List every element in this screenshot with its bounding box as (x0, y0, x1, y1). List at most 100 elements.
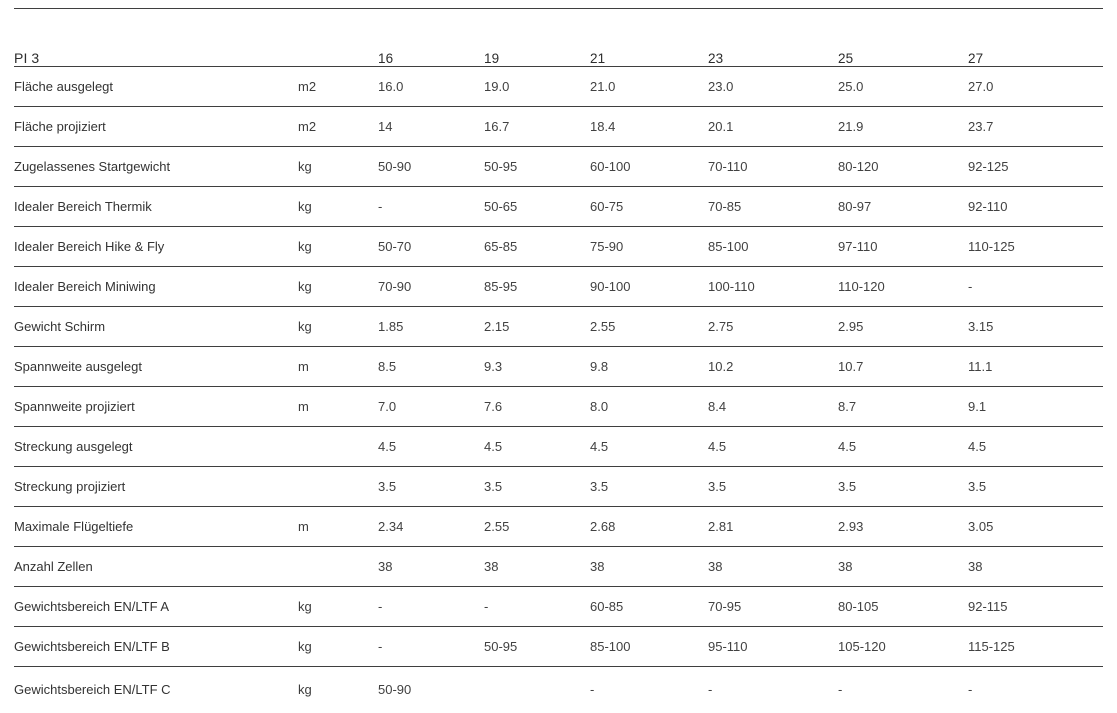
row-value: 7.0 (378, 386, 484, 427)
row-value: 21.0 (590, 66, 708, 107)
table-row: Maximale Flügeltiefe m 2.34 2.55 2.68 2.81 2.9… (14, 506, 1103, 547)
row-value: 65-85 (484, 226, 590, 267)
row-value: 92-115 (968, 586, 1103, 627)
size-header-27: 27 (968, 8, 1103, 67)
row-value: 20.1 (708, 106, 838, 147)
row-value: 50-95 (484, 146, 590, 187)
row-label: Gewichtsbereich EN/LTF A (14, 586, 298, 627)
row-value: 70-85 (708, 186, 838, 227)
row-value: 9.8 (590, 346, 708, 387)
row-unit: kg (298, 146, 378, 187)
row-unit: kg (298, 266, 378, 307)
row-label: Spannweite projiziert (14, 386, 298, 427)
row-value: 70-110 (708, 146, 838, 187)
row-value: 14 (378, 106, 484, 147)
row-unit (298, 546, 378, 587)
row-label: Anzahl Zellen (14, 546, 298, 587)
row-value: 85-100 (708, 226, 838, 267)
table-row: Anzahl Zellen 38 38 38 38 38 38 (14, 546, 1103, 587)
row-unit: kg (298, 306, 378, 347)
row-value: 92-110 (968, 186, 1103, 227)
row-value: 85-95 (484, 266, 590, 307)
row-value: 38 (838, 546, 968, 587)
row-value: 4.5 (838, 426, 968, 467)
row-value: 16.0 (378, 66, 484, 107)
row-value: 110-120 (838, 266, 968, 307)
row-value: 50-90 (378, 682, 412, 697)
row-value: 38 (484, 546, 590, 587)
row-value: - (708, 682, 713, 697)
row-value: 9.3 (484, 346, 590, 387)
size-header-23: 23 (708, 8, 838, 67)
row-unit: m2 (298, 106, 378, 147)
row-value: 50-65 (484, 186, 590, 227)
row-value: 100-110 (708, 266, 838, 307)
row-value: 23.0 (708, 66, 838, 107)
row-value: 60-100 (590, 146, 708, 187)
row-value: 8.7 (838, 386, 968, 427)
row-label: Zugelassenes Startgewicht (14, 146, 298, 187)
row-label: Streckung projiziert (14, 466, 298, 507)
table-row: Idealer Bereich Miniwing kg 70-90 85-95 90-1… (14, 266, 1103, 307)
row-value: 110-125 (968, 226, 1103, 267)
row-value: 50-90 (378, 146, 484, 187)
row-unit: kg (298, 626, 378, 667)
row-value: 80-97 (838, 186, 968, 227)
row-value: 4.5 (590, 426, 708, 467)
row-value: - (484, 586, 590, 627)
row-unit: m (298, 506, 378, 547)
row-value: 97-110 (838, 226, 968, 267)
table-row: Idealer Bereich Hike & Fly kg 50-70 65-85 75… (14, 226, 1103, 267)
spec-table-container: PI 3 16 19 21 23 25 27 Fläche ausgelegt m… (14, 8, 1103, 712)
row-value: 115-125 (968, 626, 1103, 667)
table-row: Zugelassenes Startgewicht kg 50-90 50-95 60-… (14, 146, 1103, 187)
row-label: Gewichtsbereich EN/LTF B (14, 626, 298, 667)
row-unit: m (298, 386, 378, 427)
row-value: 3.15 (968, 306, 1103, 347)
row-value: 4.5 (708, 426, 838, 467)
row-value: 3.5 (378, 466, 484, 507)
row-label: Fläche ausgelegt (14, 66, 298, 107)
size-header-19: 19 (484, 8, 590, 67)
table-row: Idealer Bereich Thermik kg -50-65 60-75 70-8… (14, 186, 1103, 227)
table-title: PI 3 (14, 8, 378, 67)
row-value: - (378, 186, 484, 227)
row-value: 2.75 (708, 306, 838, 347)
size-header-25: 25 (838, 8, 968, 67)
row-value: 8.4 (708, 386, 838, 427)
row-value: 21.9 (838, 106, 968, 147)
row-value: 92-125 (968, 146, 1103, 187)
row-unit (298, 466, 378, 507)
row-value: 10.7 (838, 346, 968, 387)
row-value: 80-105 (838, 586, 968, 627)
row-value: 38 (378, 546, 484, 587)
row-unit (298, 426, 378, 467)
table-row: Fläche projiziert m2 14 16.7 18.4 20.1 21.9 23.… (14, 106, 1103, 147)
table-row: Spannweite projiziert m 7.0 7.6 8.0 8.4 8.7 9.1 (14, 386, 1103, 427)
row-value: 70-90 (378, 266, 484, 307)
row-value: 50-95 (484, 626, 590, 667)
row-value: 2.34 (378, 506, 484, 547)
row-value: 7.6 (484, 386, 590, 427)
row-value: 4.5 (484, 426, 590, 467)
row-value: 2.55 (590, 306, 708, 347)
row-value: 2.68 (590, 506, 708, 547)
row-value: 4.5 (378, 426, 484, 467)
row-value: 2.95 (838, 306, 968, 347)
row-label: Idealer Bereich Thermik (14, 186, 298, 227)
row-value: 3.05 (968, 506, 1103, 547)
row-value: 60-75 (590, 186, 708, 227)
row-unit: m (298, 346, 378, 387)
row-value: 75-90 (590, 226, 708, 267)
row-value: - (590, 682, 595, 697)
spec-table: PI 3 16 19 21 23 25 27 Fläche ausgelegt m… (14, 8, 1103, 712)
size-header-21: 21 (590, 8, 708, 67)
row-value: 50-70 (378, 226, 484, 267)
row-value: 2.55 (484, 506, 590, 547)
row-label: Maximale Flügeltiefe (14, 506, 298, 547)
row-value: 9.1 (968, 386, 1103, 427)
row-value: - (968, 682, 973, 697)
table-row: Streckung projiziert 3.5 3.5 3.5 3.5 3.5 3.5 (14, 466, 1103, 507)
header-row: PI 3 16 19 21 23 25 27 (14, 8, 1103, 67)
row-value: 19.0 (484, 66, 590, 107)
